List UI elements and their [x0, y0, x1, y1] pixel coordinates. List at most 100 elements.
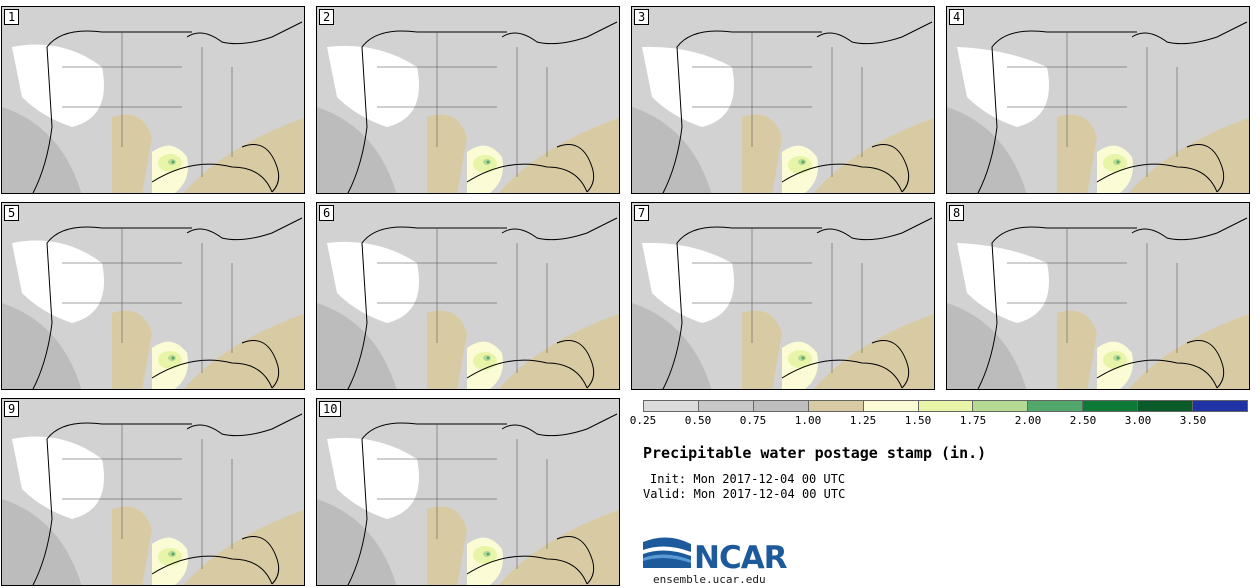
member-panel[interactable]: 2 [316, 6, 620, 194]
member-label: 8 [949, 205, 965, 221]
member-label: 10 [319, 401, 342, 417]
colorbar-tick-label: 2.00 [1014, 414, 1042, 427]
member-panel[interactable]: 6 [316, 202, 620, 390]
precip-map [317, 7, 619, 193]
member-label: 2 [319, 9, 335, 25]
field-dry [327, 437, 419, 519]
coastline [347, 30, 507, 193]
coastline [32, 30, 192, 193]
coastline [556, 340, 595, 389]
init-label: Init: [650, 472, 687, 486]
field-dark-green [171, 160, 175, 164]
member-panel[interactable]: 9 [1, 398, 305, 586]
field-dark-green [486, 356, 490, 360]
member-label: 7 [634, 205, 650, 221]
state-boundaries [377, 424, 548, 569]
coastline [871, 144, 910, 193]
field-dry [12, 240, 104, 323]
field-dark [2, 107, 82, 193]
coastline [186, 21, 303, 45]
coastline [241, 144, 280, 193]
colorbar-swatch [1193, 400, 1248, 412]
coastline [556, 536, 595, 585]
coastline [556, 144, 595, 193]
coastline [466, 555, 588, 585]
field-dry [12, 44, 104, 127]
precip-map [947, 7, 1249, 193]
colorbar-swatch [918, 400, 974, 412]
state-boundaries [62, 228, 233, 373]
colorbar-swatch [1083, 400, 1139, 412]
map-title: Precipitable water postage stamp (in.) [643, 444, 987, 462]
field-dark-green [171, 356, 175, 360]
member-panel[interactable]: 10 [316, 398, 620, 586]
member-label: 5 [4, 205, 20, 221]
coastline [501, 413, 618, 437]
field-tan [813, 313, 934, 389]
precip-map [947, 203, 1249, 389]
coastline [151, 359, 273, 389]
precip-map [2, 399, 304, 585]
coastline [662, 226, 822, 389]
coastline [781, 359, 903, 389]
member-panel[interactable]: 3 [631, 6, 935, 194]
precip-map [632, 7, 934, 193]
coastline [871, 340, 910, 389]
coastline [1186, 144, 1225, 193]
field-dark-green [486, 552, 490, 556]
colorbar-swatch [753, 400, 809, 412]
coastline [1131, 217, 1248, 241]
colorbar-tick-label: 2.50 [1069, 414, 1097, 427]
colorbar-tick-label: 0.75 [739, 414, 767, 427]
field-tan [813, 117, 934, 193]
field-tan [183, 509, 304, 585]
field-yellow-green [158, 548, 182, 566]
member-label: 4 [949, 9, 965, 25]
init-value: Mon 2017-12-04 00 UTC [693, 472, 846, 486]
colorbar-swatch [863, 400, 919, 412]
colorbar-swatch [973, 400, 1029, 412]
member-panel[interactable]: 5 [1, 202, 305, 390]
field-dark [632, 303, 712, 389]
valid-label: Valid: [643, 487, 687, 501]
coastline [816, 217, 933, 241]
field-dry [327, 45, 419, 127]
coastline [501, 21, 618, 45]
colorbar [643, 400, 1248, 412]
coastline [186, 413, 303, 437]
coastline [1096, 359, 1218, 389]
coastline [151, 555, 273, 585]
field-tan [183, 313, 304, 389]
field-tan [498, 509, 619, 585]
field-tan [1128, 117, 1249, 193]
member-panel[interactable]: 4 [946, 6, 1250, 194]
logo-text: NCAR [694, 540, 788, 576]
field-yellow-green [473, 352, 497, 370]
coastline [32, 226, 192, 389]
coastline [1131, 21, 1248, 45]
colorbar-tick-label: 3.50 [1179, 414, 1207, 427]
member-panel[interactable]: 7 [631, 202, 935, 390]
colorbar-swatch [1028, 400, 1084, 412]
init-time: Init: Mon 2017-12-04 00 UTC [650, 472, 845, 486]
coastline [662, 30, 822, 193]
precip-map [632, 203, 934, 389]
state-boundaries [692, 32, 863, 177]
coastline [241, 536, 280, 585]
coastline [32, 422, 192, 585]
valid-value: Mon 2017-12-04 00 UTC [693, 487, 846, 501]
colorbar-swatch [698, 400, 754, 412]
member-panel[interactable]: 8 [946, 202, 1250, 390]
field-dark [317, 303, 397, 389]
coastline [347, 226, 507, 389]
precip-map [2, 7, 304, 193]
member-label: 3 [634, 9, 650, 25]
field-dark-green [486, 160, 490, 164]
coastline [347, 422, 507, 585]
member-panel[interactable]: 1 [1, 6, 305, 194]
website-link[interactable]: ensemble.ucar.edu [653, 573, 766, 586]
colorbar-tick-label: 3.00 [1124, 414, 1152, 427]
colorbar-swatch [1138, 400, 1194, 412]
precip-map [317, 399, 619, 585]
field-dark [2, 303, 82, 389]
